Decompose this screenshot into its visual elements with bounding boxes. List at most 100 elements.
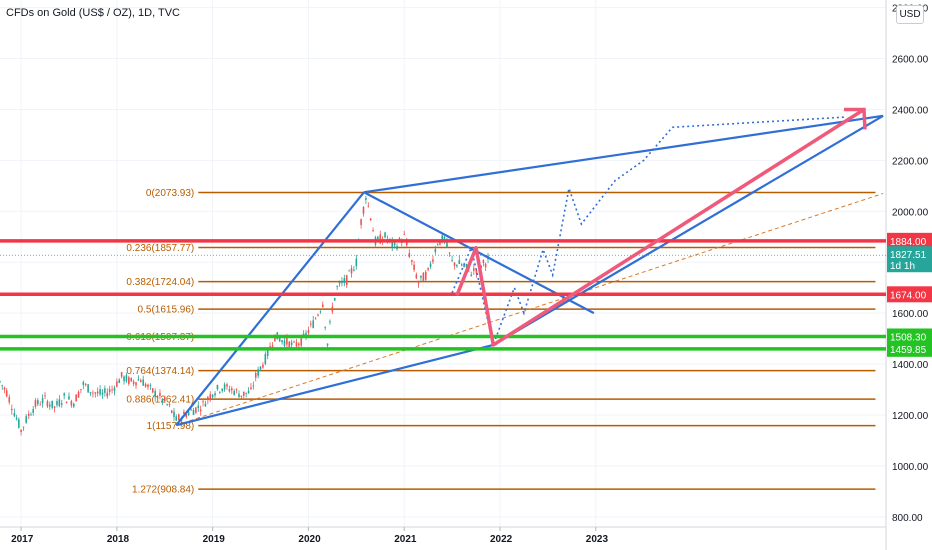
currency-button[interactable]: USD bbox=[896, 5, 924, 24]
candle-body bbox=[413, 264, 415, 270]
candle-body bbox=[8, 397, 11, 403]
candle-body bbox=[393, 242, 396, 246]
candle-body bbox=[204, 403, 207, 407]
candle-body bbox=[403, 233, 406, 235]
candle-body bbox=[46, 401, 49, 407]
candle-body bbox=[94, 392, 97, 394]
trend-line[interactable] bbox=[492, 114, 884, 346]
candle-body bbox=[156, 396, 159, 398]
chart-title: CFDs on Gold (US$ / OZ), 1D, TVC bbox=[6, 7, 181, 19]
candle-body bbox=[154, 391, 156, 398]
candle-body bbox=[226, 384, 228, 387]
candle-body bbox=[32, 409, 35, 413]
price-level-badge bbox=[887, 286, 932, 303]
candle-body bbox=[183, 411, 185, 414]
candle-body bbox=[372, 230, 374, 232]
candle-body bbox=[60, 403, 63, 405]
candle-body bbox=[271, 345, 274, 347]
candle-body bbox=[5, 390, 8, 397]
candle-body bbox=[211, 394, 214, 398]
trend-line[interactable] bbox=[175, 343, 494, 427]
candle-body bbox=[254, 373, 257, 378]
candle-body bbox=[384, 232, 386, 238]
candle-body bbox=[101, 392, 104, 395]
y-tick-label: 1400.00 bbox=[892, 360, 929, 371]
candle-body bbox=[319, 311, 322, 313]
candle-body bbox=[240, 395, 243, 397]
candle-body bbox=[44, 395, 46, 397]
candle-body bbox=[22, 426, 25, 428]
x-tick-label: 2018 bbox=[107, 534, 130, 545]
candle-body bbox=[257, 369, 259, 376]
candle-body bbox=[470, 274, 473, 277]
candle-body bbox=[350, 268, 353, 274]
candle-body bbox=[432, 259, 434, 262]
candle-body bbox=[173, 411, 175, 418]
candle-body bbox=[82, 381, 85, 385]
last-price-badge bbox=[887, 246, 932, 273]
candle-body bbox=[427, 267, 429, 270]
candle-body bbox=[307, 330, 310, 334]
fib-level-label: 1(1157.98) bbox=[147, 421, 195, 432]
candle-body bbox=[475, 269, 478, 274]
candle-body bbox=[465, 264, 468, 268]
candle-body bbox=[58, 399, 61, 407]
candle-body bbox=[314, 318, 317, 320]
candle-body bbox=[187, 412, 190, 416]
price-level-badge bbox=[887, 232, 932, 249]
candle-body bbox=[451, 259, 453, 261]
candle-body bbox=[20, 429, 22, 432]
candle-body bbox=[77, 392, 80, 398]
trend-line[interactable] bbox=[175, 191, 365, 426]
projection-path bbox=[451, 116, 845, 348]
candle-body bbox=[151, 388, 154, 393]
candle-body bbox=[80, 389, 82, 390]
candle-body bbox=[72, 403, 75, 407]
candle-body bbox=[326, 343, 329, 346]
candle-body bbox=[120, 372, 123, 377]
candle-body bbox=[63, 393, 65, 396]
candle-body bbox=[473, 268, 475, 271]
candle-body bbox=[424, 271, 427, 280]
candle-body bbox=[264, 354, 267, 365]
candle-body bbox=[252, 385, 255, 387]
candle-body bbox=[144, 384, 147, 387]
candle-body bbox=[245, 392, 247, 394]
candle-body bbox=[360, 219, 362, 225]
pink-arrow-path bbox=[455, 107, 865, 347]
candle-body bbox=[166, 404, 168, 405]
candle-body bbox=[333, 298, 336, 301]
candle-body bbox=[411, 260, 413, 262]
candle-body bbox=[288, 341, 291, 349]
fib-level-label: 0.886(1262.41) bbox=[126, 395, 194, 406]
candle-body bbox=[446, 242, 448, 248]
candle-body bbox=[70, 401, 73, 406]
candle-body bbox=[391, 240, 394, 247]
candle-body bbox=[177, 414, 180, 420]
candle-body bbox=[197, 405, 200, 409]
candle-body bbox=[420, 275, 422, 278]
candle-body bbox=[331, 306, 334, 312]
trend-line[interactable] bbox=[363, 114, 884, 194]
candle-body bbox=[453, 262, 456, 266]
dashed-trend-line bbox=[176, 193, 884, 426]
candle-body bbox=[142, 379, 144, 386]
candle-body bbox=[336, 286, 338, 287]
candle-body bbox=[214, 393, 216, 396]
candle-body bbox=[298, 343, 300, 345]
candle-body bbox=[207, 397, 209, 400]
fib-level-label: 0.5(1615.96) bbox=[138, 305, 195, 316]
candle-body bbox=[345, 275, 348, 286]
candle-body bbox=[434, 249, 437, 253]
candle-body bbox=[482, 260, 485, 263]
candle-body bbox=[51, 400, 54, 408]
candle-body bbox=[429, 263, 432, 267]
candle-body bbox=[216, 385, 219, 390]
candle-body bbox=[137, 379, 140, 381]
candle-body bbox=[53, 406, 56, 408]
candle-body bbox=[195, 407, 197, 413]
candle-body bbox=[422, 272, 425, 281]
fib-level-label: 0.236(1857.77) bbox=[126, 243, 194, 254]
candle-body bbox=[365, 197, 367, 200]
